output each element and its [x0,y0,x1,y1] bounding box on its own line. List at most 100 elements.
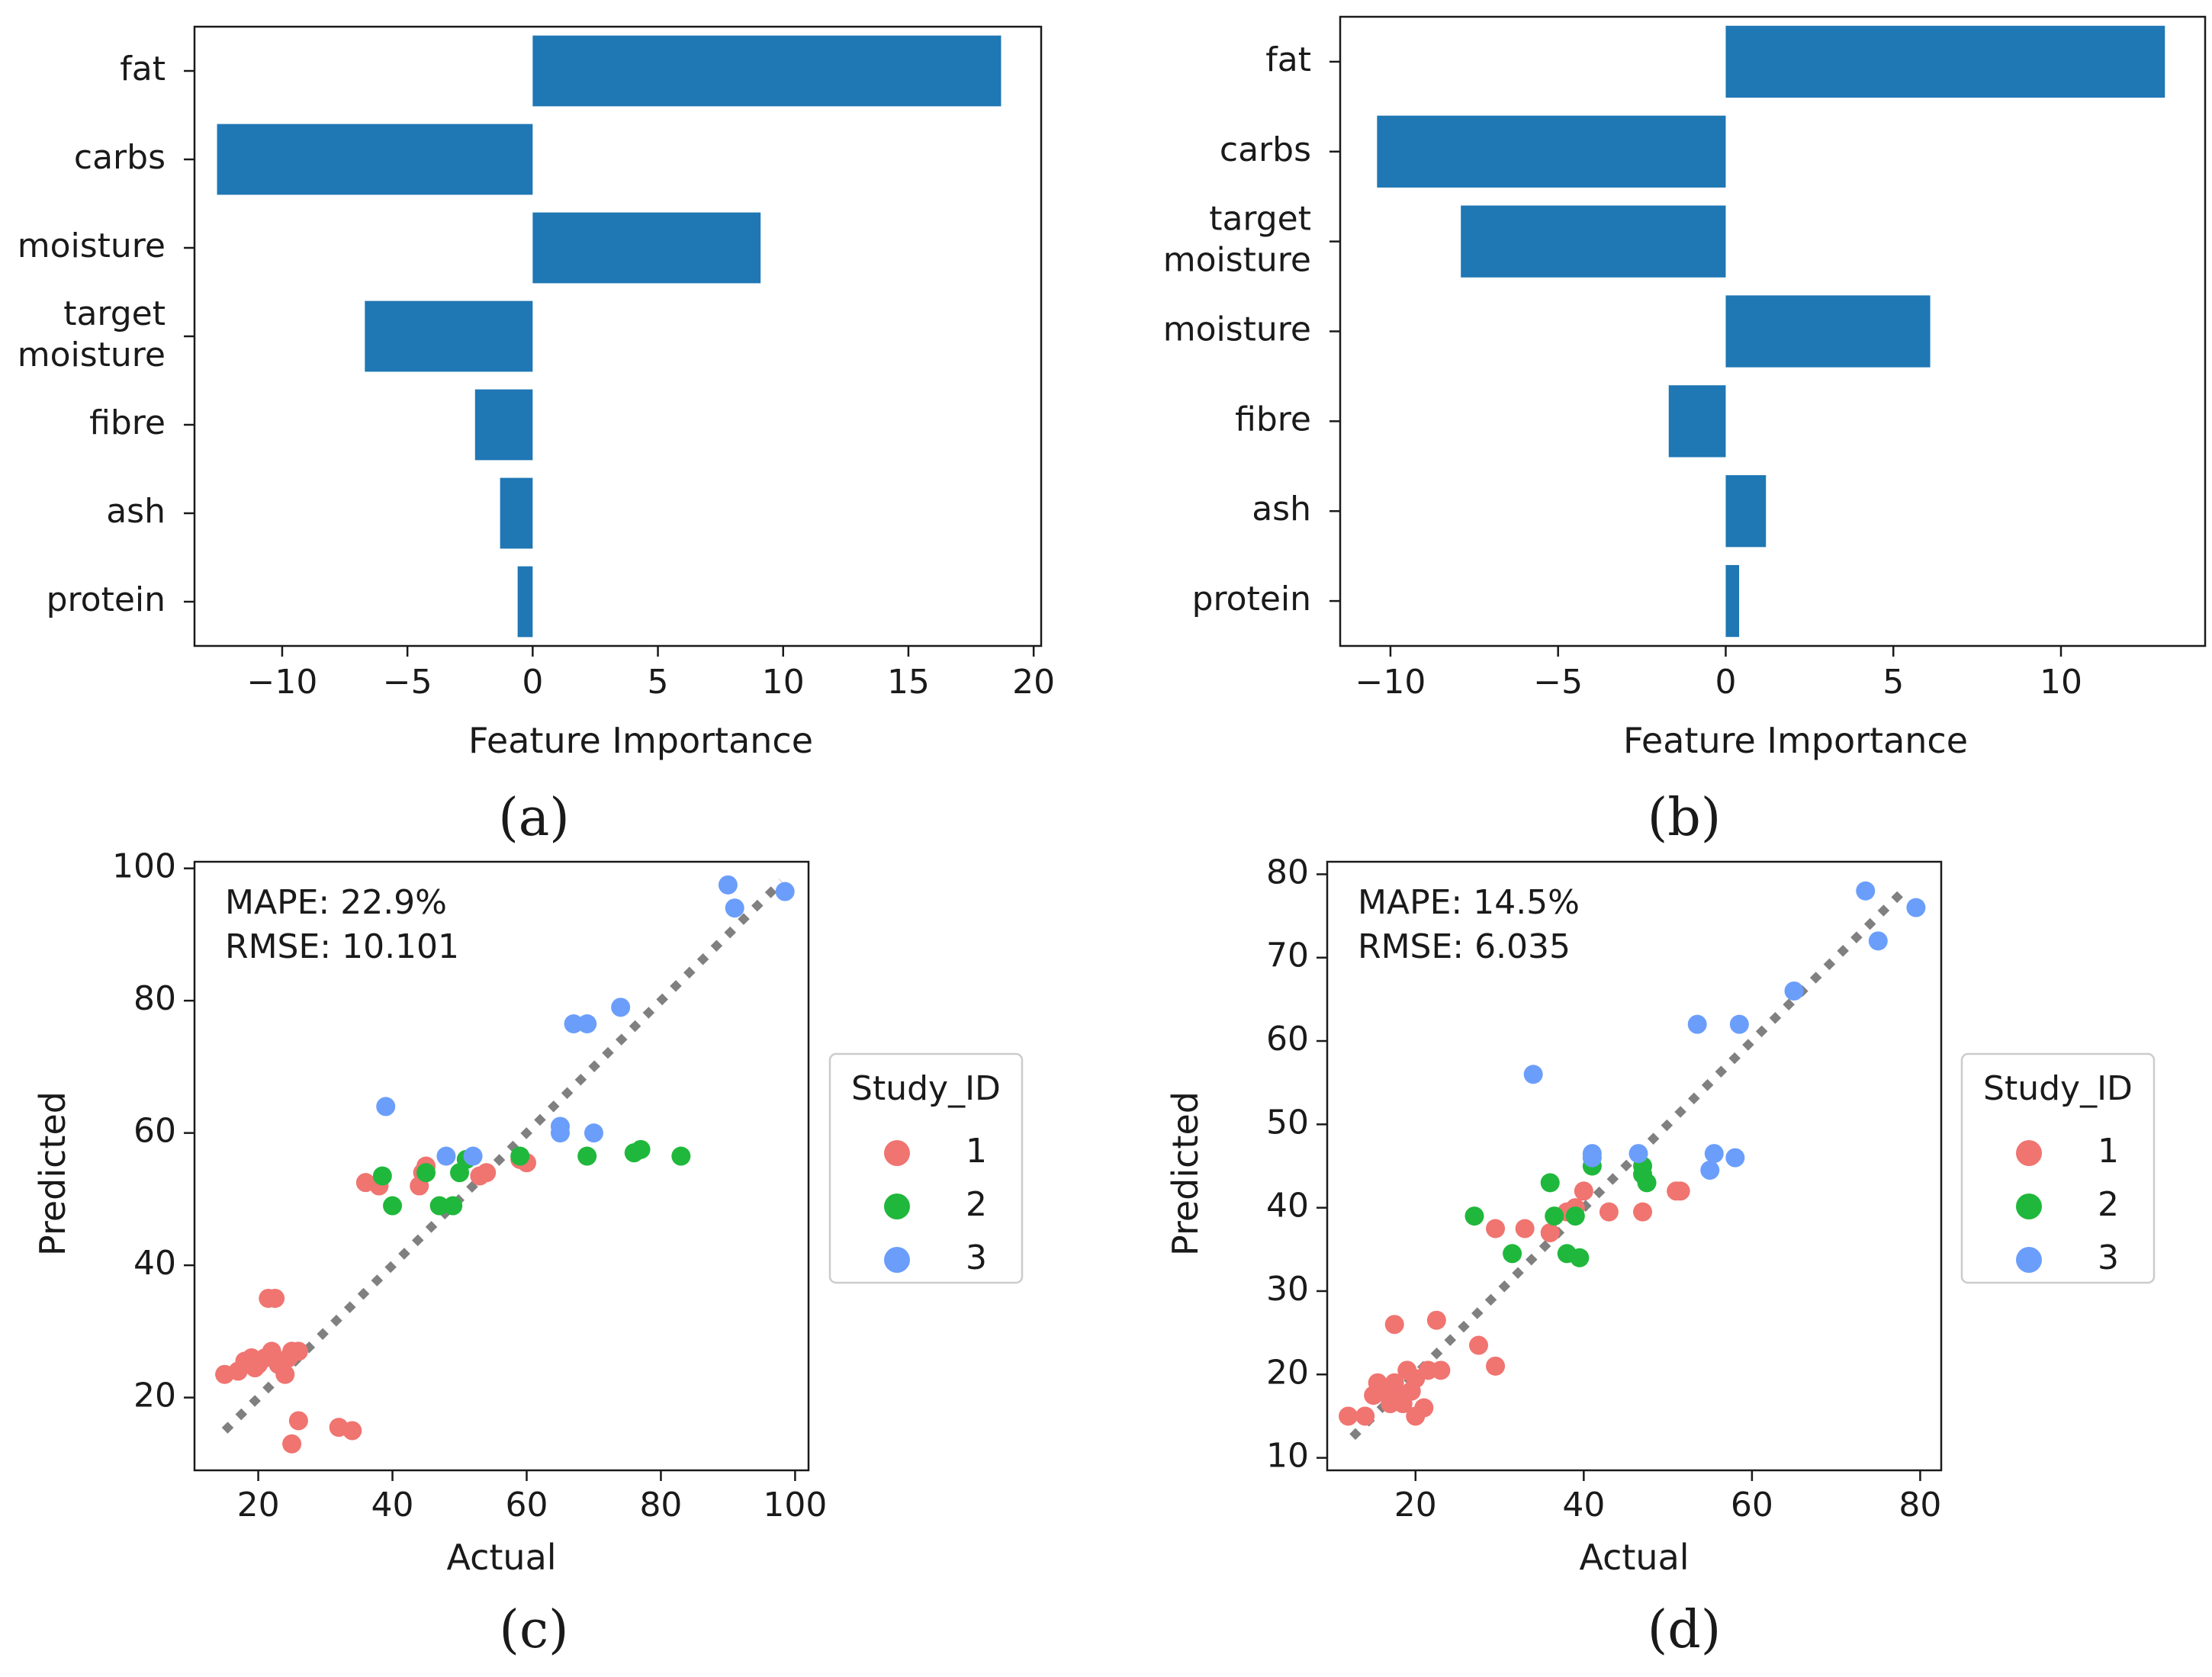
x-tick-label: 60 [1731,1486,1773,1524]
scatter-point-study-3 [611,998,631,1017]
scatter-point-study-2 [1637,1173,1657,1193]
bar-protein [1725,564,1740,638]
y-tick-label: fibre [89,403,166,442]
scatter-point-study-3 [1729,1014,1749,1034]
scatter-point-study-2 [671,1146,691,1166]
y-tick-label: 100 [112,847,176,886]
bar-protein [517,566,533,638]
scatter-point-study-3 [1784,981,1804,1001]
y-tick-label: fibre [1235,400,1311,439]
rmse-annotation: RMSE: 6.035 [1358,927,1571,966]
scatter-point-study-1 [477,1163,497,1183]
x-tick-label: 10 [762,663,805,702]
scatter-point-study-3 [1523,1065,1543,1084]
legend-label-study-3: 3 [966,1238,987,1277]
bar-moisture [1725,295,1931,368]
plot-frame [1326,860,1943,1472]
legend-marker-study-3 [2016,1247,2042,1273]
scatter-point-study-3 [1700,1160,1720,1180]
x-tick-label: 15 [887,663,930,702]
y-tick-label: moisture [1163,310,1311,349]
identity-reference-line [221,879,785,1434]
scatter-point-study-1 [1355,1406,1375,1426]
y-tick-label: carbs [1220,130,1311,169]
x-tick-label: 40 [371,1486,414,1524]
scatter-point-study-1 [1670,1181,1690,1201]
y-tick-label: ash [1252,490,1311,528]
legend-marker-study-2 [2016,1193,2042,1219]
scatter-point-study-3 [1906,898,1926,917]
scatter-point-study-1 [1486,1356,1506,1376]
panel-d: 20 40 60 80 10 20 30 40 50 60 70 80 Actual Predicted M… [1165,853,2156,1660]
scatter-point-study-3 [718,875,738,895]
panel-c: 20 40 60 80 100 20 40 60 80 100 Actual Predicted MAP… [32,847,1024,1660]
y-tick-label: 30 [1266,1270,1309,1309]
scatter-point-study-3 [1687,1014,1707,1034]
scatter-point-study-3 [1868,931,1888,951]
bar-fat [1725,25,2165,98]
x-tick-label: 0 [1715,663,1736,702]
x-tick-label: −10 [247,663,318,702]
identity-reference-line [1349,883,1911,1441]
x-axis-label: Feature Importance [468,720,813,761]
y-tick-label: 40 [1266,1187,1309,1226]
scatter-point-study-2 [631,1139,651,1159]
scatter-point-study-2 [1540,1173,1560,1193]
legend-marker-study-3 [884,1247,910,1273]
y-tick-label: moisture [1163,241,1311,280]
scatter-point-study-1 [1431,1361,1451,1380]
panel-label: (a) [498,788,570,848]
x-tick-label: 20 [1394,1486,1437,1524]
bar-fibre [474,389,533,461]
scatter-point-study-3 [376,1097,396,1116]
x-axis-label: Feature Importance [1623,720,1968,761]
bar-fat [532,35,1002,107]
scatter-point-study-1 [1574,1181,1593,1201]
x-tick-label: −5 [1533,663,1583,702]
scatter-point-study-1 [1486,1219,1506,1238]
scatter-point-study-3 [577,1014,597,1034]
x-tick-label: 20 [237,1486,280,1524]
scatter-point-study-3 [775,882,795,901]
plot-frame [1339,15,2207,647]
y-tick-label: 20 [1266,1353,1309,1392]
mape-annotation: MAPE: 14.5% [1358,883,1580,922]
scatter-point-study-1 [288,1341,308,1361]
y-tick-label: moisture [18,336,166,374]
y-tick-label: moisture [18,226,166,265]
x-tick-label: 5 [648,663,669,702]
bar-fibre [1668,385,1726,458]
y-tick-label: 20 [133,1377,176,1415]
scatter-point-study-3 [1704,1144,1724,1164]
x-tick-label: 0 [522,663,543,702]
scatter-point-study-2 [1545,1206,1564,1226]
scatter-point-study-2 [1570,1248,1590,1267]
bar-moisture [532,212,761,284]
scatter-point-study-3 [463,1146,483,1166]
y-tick-label: 50 [1266,1103,1309,1142]
y-tick-label: protein [1192,580,1311,618]
scatter-point-study-1 [1468,1335,1488,1355]
scatter-point-study-1 [1426,1310,1446,1330]
scatter-point-study-2 [372,1166,392,1186]
scatter-point-study-1 [1540,1222,1560,1242]
y-tick-label: 10 [1266,1437,1309,1476]
x-tick-label: −10 [1355,663,1426,702]
scatter-point-study-1 [1633,1202,1653,1222]
scatter-point-study-2 [429,1196,449,1216]
scatter-point-study-3 [584,1123,603,1143]
bar-carbs [217,124,533,195]
legend-title: Study_ID [851,1069,1001,1108]
scatter-point-study-2 [443,1196,463,1216]
scatter-point-study-1 [288,1411,308,1431]
bar-ash [500,477,533,549]
y-tick-label: 60 [133,1112,176,1151]
y-tick-label: 80 [133,979,176,1018]
legend-label-study-2: 2 [966,1185,987,1224]
legend-marker-study-2 [884,1193,910,1219]
scatter-point-study-3 [550,1116,570,1136]
legend-label-study-1: 1 [2098,1132,2119,1171]
legend-marker-study-1 [2016,1140,2042,1166]
y-tick-label: fat [1265,40,1311,79]
